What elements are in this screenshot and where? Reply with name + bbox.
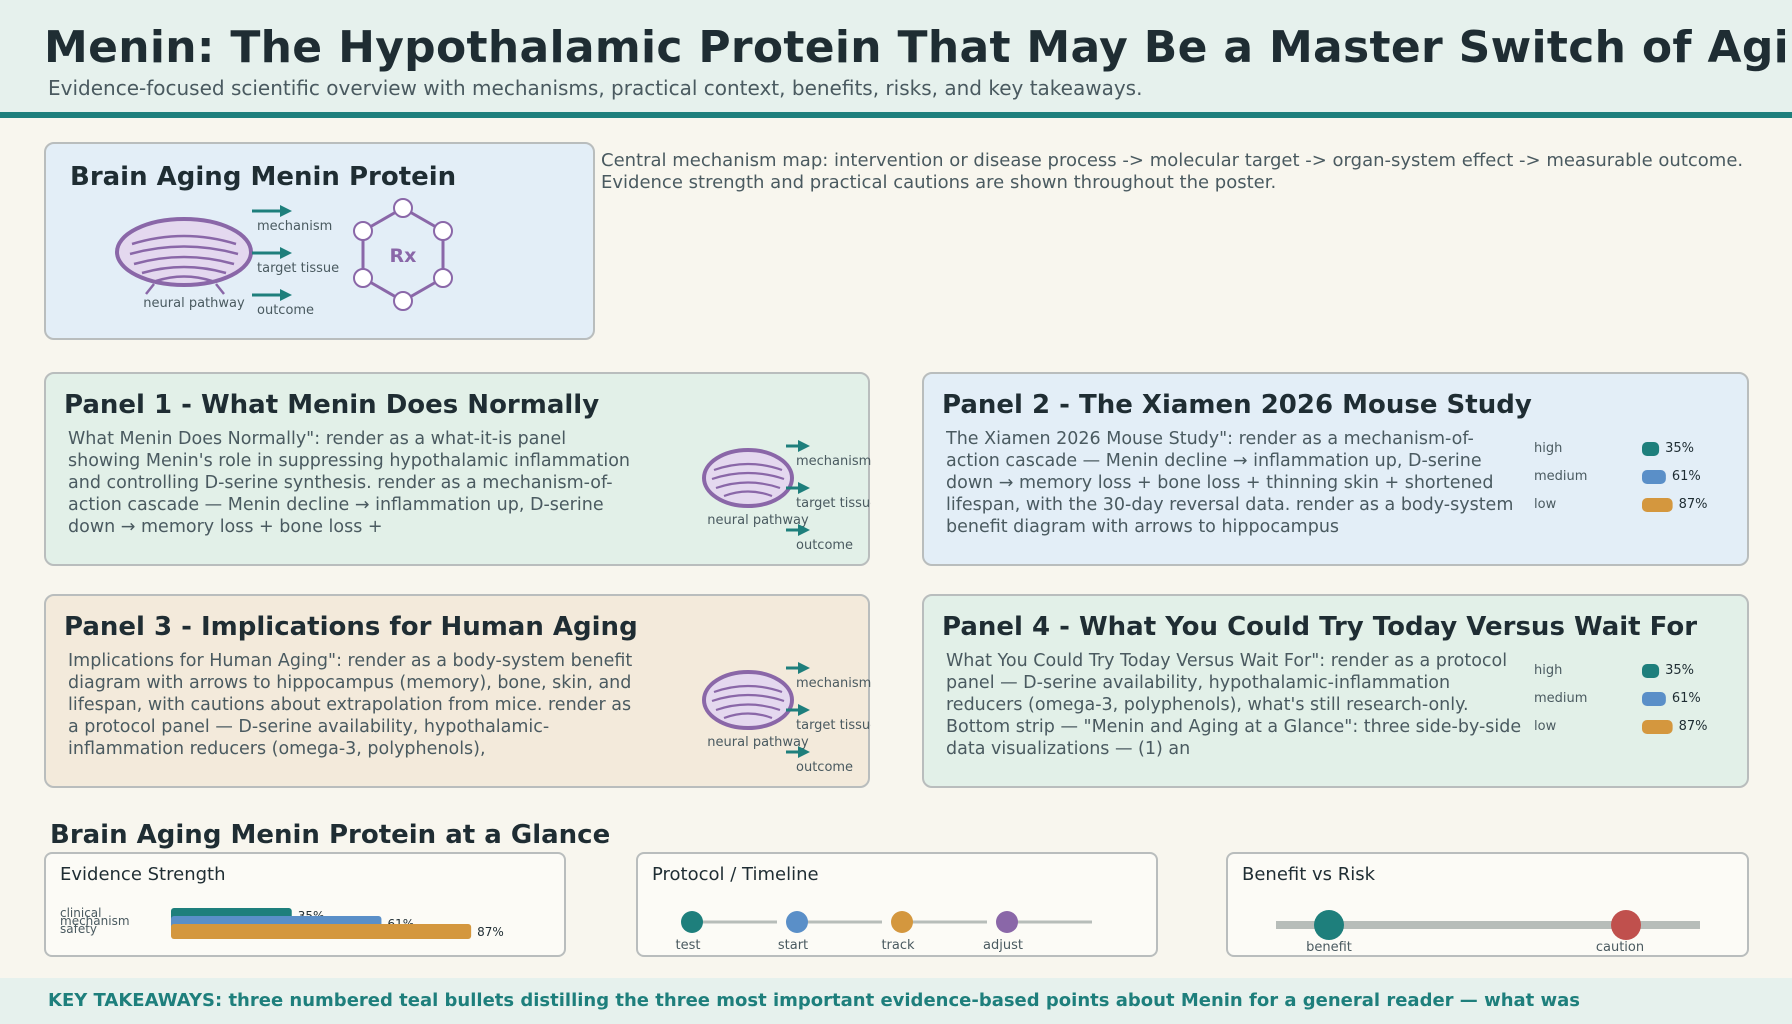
- legend-level-bar: [1642, 692, 1666, 706]
- panel-3-body: Implications for Human Aging": render as…: [68, 651, 633, 759]
- legend-level-bar: [1642, 442, 1660, 456]
- panel-3-illustration: neural pathway mechanism target tissue o…: [702, 662, 871, 775]
- evidence-bar-value: 87%: [477, 925, 504, 939]
- legend-level-value: 61%: [1672, 691, 1701, 706]
- timeline-step-dot: [681, 911, 703, 933]
- timeline-step-label: adjust: [983, 938, 1023, 953]
- panel-1-arrow-label-3: outcome: [796, 538, 853, 553]
- legend-level-bar: [1642, 664, 1660, 678]
- intro-text: Central mechanism map: intervention or d…: [601, 150, 1744, 193]
- molecule-icon: [353, 198, 453, 311]
- hero-arrows: [252, 205, 292, 301]
- evidence-strength-title: Evidence Strength: [60, 864, 226, 885]
- evidence-bar-label: mechanism: [60, 914, 130, 928]
- poster-subtitle: Evidence-focused scientific overview wit…: [48, 76, 1143, 100]
- panel-4-evidence-legend: high 35% medium 61% low 87%: [1534, 663, 1708, 734]
- panel-3-arrow-label-3: outcome: [796, 760, 853, 775]
- panel-1-title: Panel 1 - What Menin Does Normally: [64, 390, 600, 420]
- timeline-step-label: start: [778, 938, 808, 953]
- protocol-timeline-title: Protocol / Timeline: [652, 864, 819, 885]
- evidence-bar-label: safety: [60, 922, 97, 936]
- caution-label: caution: [1596, 940, 1644, 955]
- molecule-label: Rx: [390, 245, 417, 267]
- legend-level-label: low: [1534, 719, 1557, 734]
- timeline-step-label: test: [676, 938, 701, 953]
- panel-3-title: Panel 3 - Implications for Human Aging: [64, 612, 638, 642]
- legend-level-label: medium: [1534, 469, 1587, 484]
- panel-3-arrow-label-1: mechanism: [796, 676, 871, 691]
- legend-level-label: high: [1534, 441, 1562, 456]
- legend-level-value: 87%: [1679, 497, 1708, 512]
- key-takeaways: KEY TAKEAWAYS: three numbered teal bulle…: [48, 990, 1581, 1011]
- timeline-step-label: track: [881, 938, 915, 953]
- evidence-bar: [171, 924, 472, 939]
- timeline-step-dot: [996, 911, 1018, 933]
- header-band: Menin: The Hypothalamic Protein That May…: [0, 0, 1792, 112]
- caution-marker: [1611, 910, 1641, 940]
- hero-arrow-label-2: target tissue: [257, 261, 339, 276]
- benefit-risk-title: Benefit vs Risk: [1242, 864, 1376, 885]
- panel-1-arrow-label-2: target tissue: [796, 496, 871, 511]
- legend-level-value: 61%: [1672, 469, 1701, 484]
- hero-arrow-label-1: mechanism: [257, 219, 332, 234]
- glance-title: Brain Aging Menin Protein at a Glance: [50, 820, 611, 850]
- panel-1-arrows: [786, 440, 810, 536]
- hero-card: Brain Aging Menin Protein neural pathway…: [44, 142, 595, 340]
- panel-1-body: What Menin Does Normally": render as a w…: [68, 429, 630, 537]
- panel-2-body: The Xiamen 2026 Mouse Study": render as …: [946, 429, 1514, 537]
- timeline-step-dot: [891, 911, 913, 933]
- legend-level-label: low: [1534, 497, 1557, 512]
- brain-icon: [702, 670, 794, 730]
- legend-level-value: 35%: [1665, 441, 1694, 456]
- legend-level-value: 87%: [1679, 719, 1708, 734]
- protocol-timeline-card: test start track adjust Protocol / Timeline: [636, 852, 1158, 957]
- panel-2-evidence-legend: high 35% medium 61% low 87%: [1534, 441, 1708, 512]
- legend-level-bar: [1642, 720, 1673, 734]
- legend-level-value: 35%: [1665, 663, 1694, 678]
- panel-1-brain-label: neural pathway: [707, 513, 809, 528]
- brain-icon: [702, 448, 794, 508]
- benefit-label: benefit: [1306, 940, 1352, 955]
- panel-2-title: Panel 2 - The Xiamen 2026 Mouse Study: [942, 390, 1532, 420]
- footer-band: KEY TAKEAWAYS: three numbered teal bulle…: [0, 978, 1792, 1024]
- evidence-bar-label: clinical: [60, 906, 102, 920]
- hero-illustration: neural pathway mechanism target tissue o…: [115, 198, 453, 318]
- benefit-risk-card: benefit caution Benefit vs Risk: [1226, 852, 1749, 957]
- header-divider: [0, 112, 1792, 118]
- panel-1-illustration: neural pathway mechanism target tissue o…: [702, 440, 871, 553]
- legend-level-label: high: [1534, 663, 1562, 678]
- benefit-marker: [1314, 910, 1344, 940]
- brain-icon: [115, 217, 253, 295]
- panel-4-title: Panel 4 - What You Could Try Today Versu…: [942, 612, 1698, 642]
- poster-title: Menin: The Hypothalamic Protein That May…: [44, 22, 1792, 73]
- panel-2: Panel 2 - The Xiamen 2026 Mouse Study Th…: [922, 372, 1749, 566]
- panel-3-brain-label: neural pathway: [707, 735, 809, 750]
- panel-1: Panel 1 - What Menin Does Normally What …: [44, 372, 871, 566]
- panel-4-body: What You Could Try Today Versus Wait For…: [946, 651, 1522, 759]
- hero-title: Brain Aging Menin Protein: [70, 162, 457, 192]
- panel-3: Panel 3 - Implications for Human Aging I…: [44, 594, 871, 788]
- panel-4: Panel 4 - What You Could Try Today Versu…: [922, 594, 1749, 788]
- panel-3-arrows: [786, 662, 810, 758]
- hero-brain-label: neural pathway: [143, 296, 245, 311]
- timeline-step-dot: [786, 911, 808, 933]
- panel-1-arrow-label-1: mechanism: [796, 454, 871, 469]
- panel-3-arrow-label-2: target tissue: [796, 718, 871, 733]
- benefit-risk-chart: benefit caution: [1276, 910, 1700, 955]
- legend-level-bar: [1642, 470, 1666, 484]
- hero-arrow-label-3: outcome: [257, 303, 314, 318]
- legend-level-bar: [1642, 498, 1673, 512]
- legend-level-label: medium: [1534, 691, 1587, 706]
- protocol-timeline-chart: test start track adjust: [676, 911, 1092, 953]
